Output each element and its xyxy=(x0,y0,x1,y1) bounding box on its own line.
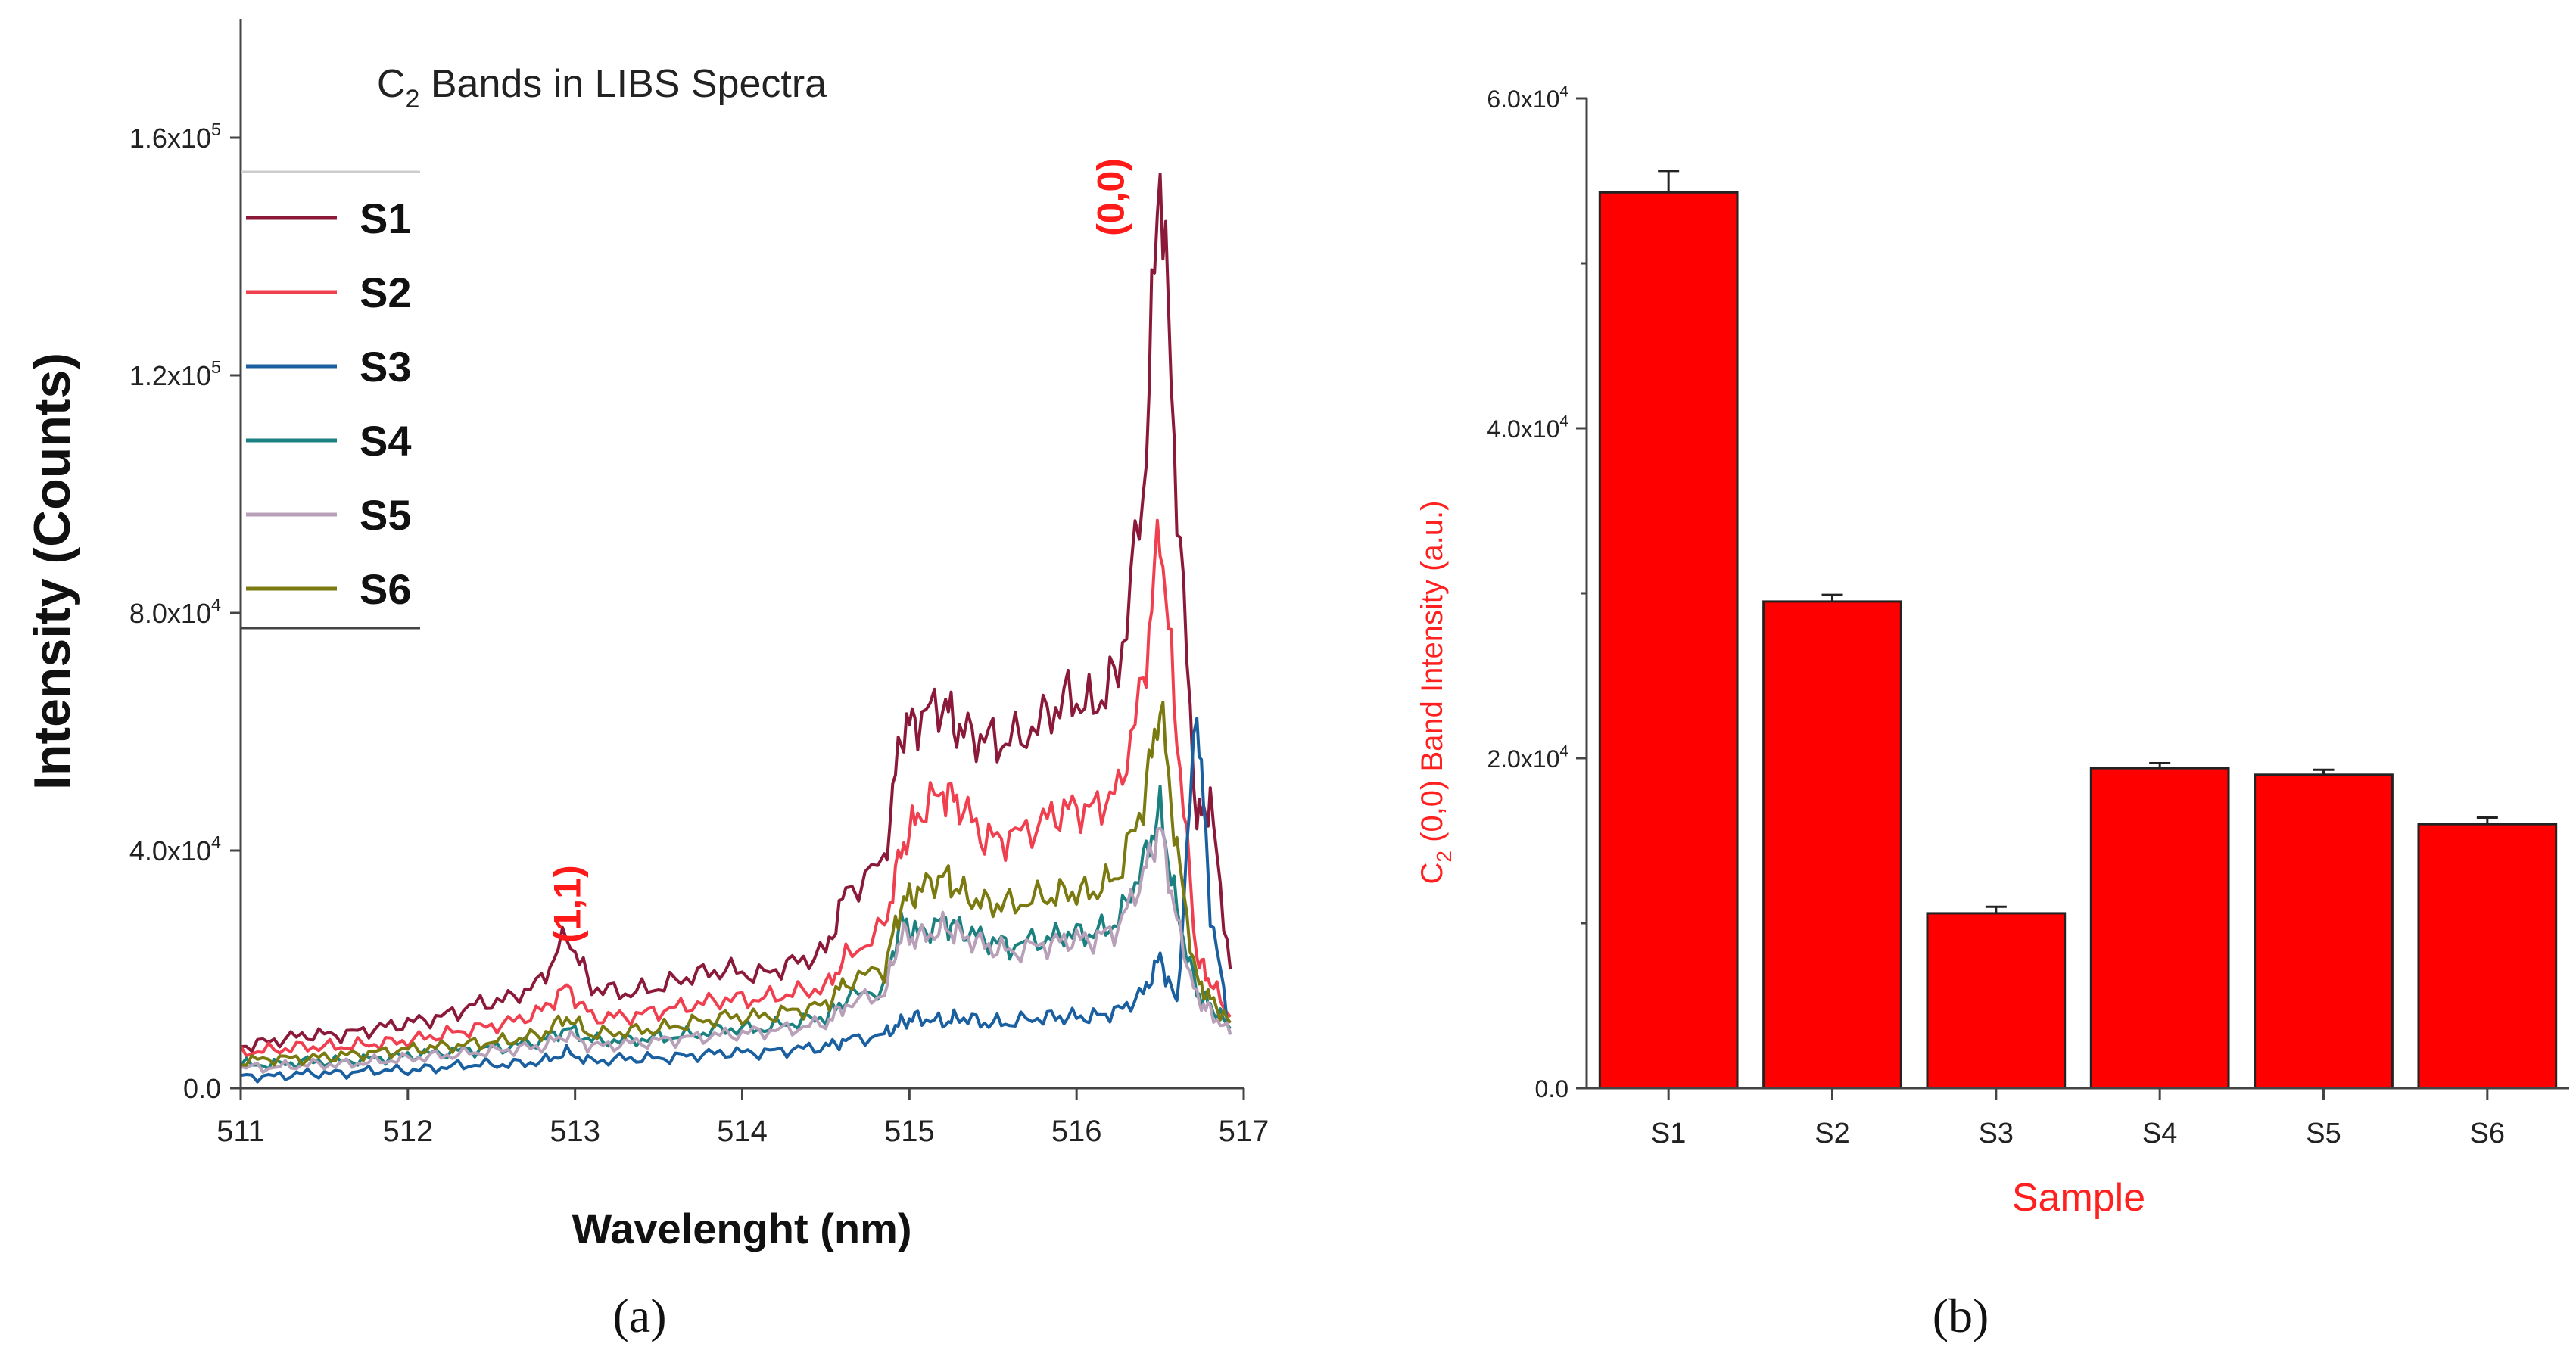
panel-a-caption: (a) xyxy=(612,1289,666,1342)
y-tick-label: 2.0x104 xyxy=(1487,743,1568,773)
series-line-s3 xyxy=(240,717,1232,1084)
x-ticks: 511 512 513 514 515 516 517 xyxy=(216,1088,1269,1148)
x-ticks: S1 S2 S3 S4 S5 S6 xyxy=(1651,1088,2505,1149)
bar-s6 xyxy=(2417,823,2558,1090)
bar-s4 xyxy=(2089,767,2230,1090)
line-chart-panel: C2 Bands in LIBS Spectra (1,1)(0,0) 511 5… xyxy=(23,19,1269,1252)
x-axis-label: Wavelenght (nm) xyxy=(572,1205,911,1252)
bar-s1 xyxy=(1598,191,1739,1090)
legend-label-s6: S6 xyxy=(360,565,412,613)
bar-s5 xyxy=(2254,773,2394,1090)
x-tick-label: S4 xyxy=(2142,1118,2177,1149)
x-tick-label: 517 xyxy=(1219,1115,1269,1148)
y-ticks: 0.0 2.0x104 4.0x104 6.0x104 xyxy=(1487,83,1587,1103)
series-line-s5 xyxy=(240,826,1232,1074)
x-tick-label: 513 xyxy=(550,1115,600,1148)
chart-a-title: C2 Bands in LIBS Spectra xyxy=(377,62,827,114)
series-line-s2 xyxy=(239,518,1232,1058)
bars xyxy=(1598,170,2558,1090)
x-tick-label: S1 xyxy=(1651,1118,1686,1149)
legend-label-s1: S1 xyxy=(360,194,412,242)
x-tick-label: 512 xyxy=(382,1115,433,1148)
peak-annotations: (1,1) (0,0) xyxy=(547,158,1132,943)
peak-label: (0,0) xyxy=(1089,158,1132,236)
x-tick-label: 516 xyxy=(1051,1115,1102,1148)
panel-b-caption: (b) xyxy=(1933,1289,1989,1342)
y-ticks: 0.0 4.0x104 8.0x104 1.2x105 1.6x105 xyxy=(129,120,241,1104)
bar-s3 xyxy=(1926,912,2067,1090)
x-axis-label: Sample xyxy=(2012,1176,2145,1220)
legend: S1 S2 S3 S4 S5 S6 xyxy=(241,170,420,630)
y-axis-label: C2 (0,0) Band Intensity (a.u.) xyxy=(1416,501,1456,885)
x-tick-label: S6 xyxy=(2470,1118,2505,1149)
y-tick-label: 1.6x105 xyxy=(129,120,221,154)
y-tick-label: 0.0 xyxy=(183,1073,221,1104)
x-tick-label: 514 xyxy=(717,1115,768,1148)
y-tick-label: 0.0 xyxy=(1535,1075,1568,1103)
legend-label-s2: S2 xyxy=(360,269,412,316)
y-tick-label: 4.0x104 xyxy=(129,832,221,866)
bar-chart-panel: 0.0 2.0x104 4.0x104 6.0x104 S1 S2 S3 S4 S5 S6 Sa… xyxy=(1416,83,2569,1220)
series-line-s6 xyxy=(240,700,1232,1067)
y-tick-label: 1.2x105 xyxy=(129,357,221,391)
x-tick-label: S2 xyxy=(1814,1118,1849,1149)
y-axis-label: Intensity (Counts) xyxy=(23,353,81,790)
y-tick-label: 4.0x104 xyxy=(1487,413,1568,443)
series-lines xyxy=(239,172,1232,1084)
bar-s2 xyxy=(1762,600,1902,1090)
peak-label: (1,1) xyxy=(547,865,589,943)
legend-label-s5: S5 xyxy=(360,491,412,539)
y-tick-label: 8.0x104 xyxy=(129,595,221,629)
y-tick-label: 6.0x104 xyxy=(1487,83,1568,113)
legend-label-s4: S4 xyxy=(360,417,412,465)
x-tick-label: S3 xyxy=(1979,1118,2014,1149)
x-tick-label: 515 xyxy=(884,1115,935,1148)
x-tick-label: 511 xyxy=(216,1115,265,1148)
series-line-s1 xyxy=(240,172,1232,1053)
x-tick-label: S5 xyxy=(2306,1118,2341,1149)
legend-label-s3: S3 xyxy=(360,343,412,390)
